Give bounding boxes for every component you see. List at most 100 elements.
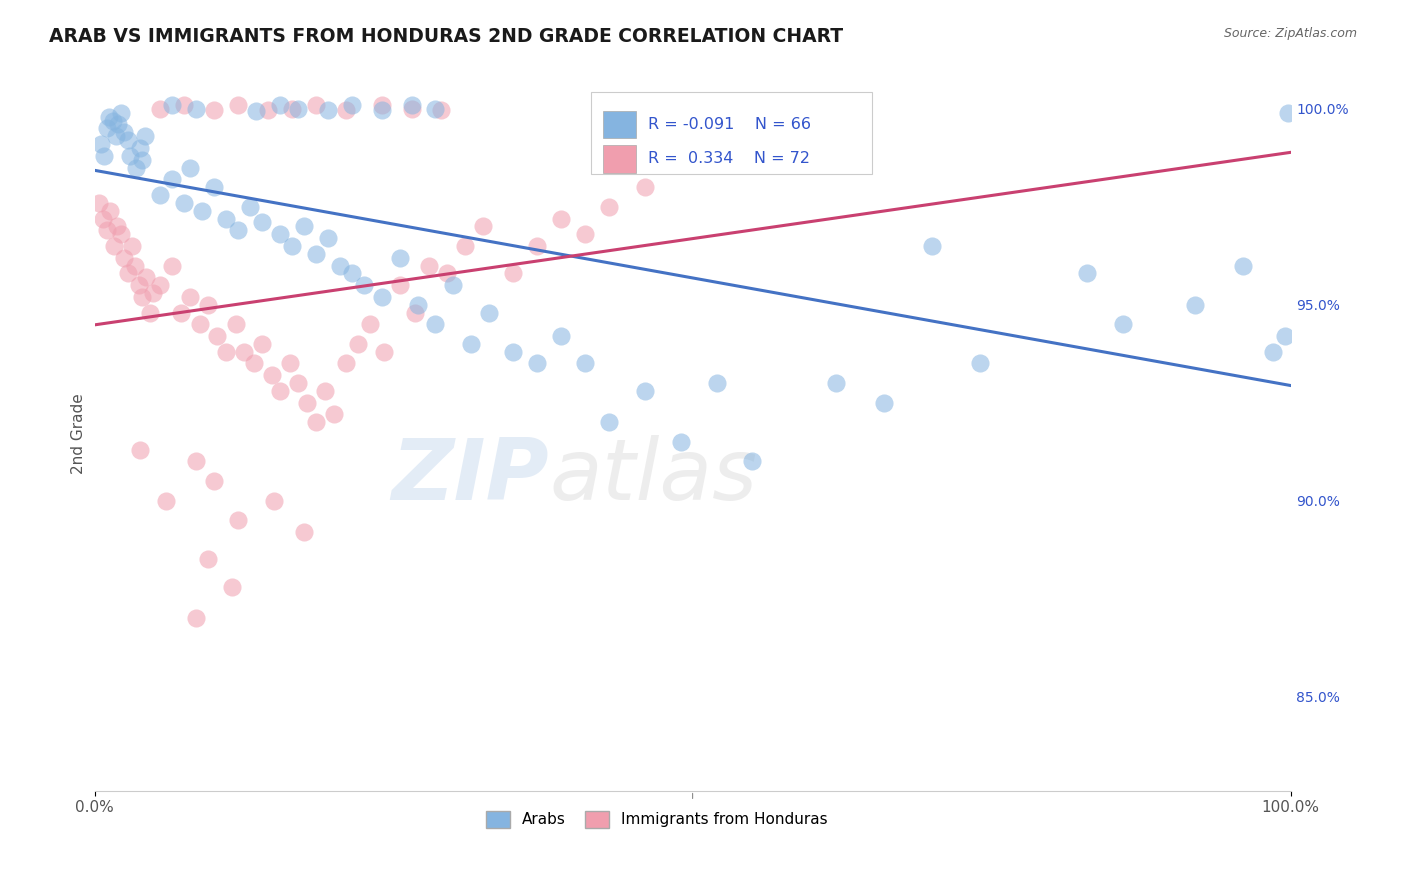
Point xyxy=(1232,259,1254,273)
Point xyxy=(170,305,193,319)
Point xyxy=(921,239,943,253)
Point xyxy=(128,278,150,293)
Point xyxy=(114,125,136,139)
Point xyxy=(1112,318,1135,332)
FancyBboxPatch shape xyxy=(603,145,637,172)
Point xyxy=(96,223,118,237)
Point xyxy=(1076,266,1098,280)
Point xyxy=(305,246,328,260)
Point xyxy=(669,434,692,449)
Point xyxy=(226,513,249,527)
Point xyxy=(1277,105,1299,120)
Point xyxy=(373,344,395,359)
Point xyxy=(281,239,304,253)
Point xyxy=(478,305,501,319)
Point xyxy=(188,318,211,332)
Point xyxy=(250,215,273,229)
Point xyxy=(179,161,201,175)
Text: ARAB VS IMMIGRANTS FROM HONDURAS 2ND GRADE CORRELATION CHART: ARAB VS IMMIGRANTS FROM HONDURAS 2ND GRA… xyxy=(49,27,844,45)
Point xyxy=(370,103,392,117)
Point xyxy=(179,290,201,304)
Point xyxy=(292,524,315,539)
Point xyxy=(329,259,352,273)
Point xyxy=(281,102,304,116)
Point xyxy=(825,376,848,390)
Point xyxy=(287,376,309,390)
Point xyxy=(202,103,225,117)
Point xyxy=(242,356,264,370)
Point xyxy=(97,110,120,124)
Point xyxy=(634,384,657,398)
Point xyxy=(125,161,148,175)
Point xyxy=(173,98,195,112)
Point xyxy=(149,188,172,202)
Point xyxy=(138,305,160,319)
Point xyxy=(93,149,115,163)
Point xyxy=(202,474,225,488)
Point xyxy=(117,266,139,280)
Point xyxy=(186,102,208,116)
Point xyxy=(226,223,249,237)
Text: R =  0.334    N = 72: R = 0.334 N = 72 xyxy=(648,152,810,167)
Point xyxy=(98,203,121,218)
Y-axis label: 2nd Grade: 2nd Grade xyxy=(72,393,86,475)
Point xyxy=(105,219,128,234)
Point xyxy=(340,266,363,280)
Point xyxy=(425,318,447,332)
Point xyxy=(436,266,458,280)
Point xyxy=(91,211,114,226)
Point xyxy=(215,211,238,226)
Point xyxy=(105,129,128,144)
Point xyxy=(472,219,495,234)
Point xyxy=(1274,329,1296,343)
Point xyxy=(297,395,319,409)
Point xyxy=(205,329,228,343)
Point xyxy=(425,102,447,116)
Point xyxy=(90,136,112,151)
Point xyxy=(117,133,139,147)
Point xyxy=(263,493,285,508)
Point xyxy=(598,200,620,214)
Point xyxy=(574,356,596,370)
Point xyxy=(269,98,291,112)
Point xyxy=(550,211,572,226)
Point xyxy=(124,259,146,273)
Point xyxy=(173,195,195,210)
Point xyxy=(388,251,411,265)
Text: Source: ZipAtlas.com: Source: ZipAtlas.com xyxy=(1223,27,1357,40)
Point xyxy=(287,102,309,116)
Point xyxy=(269,227,291,242)
Point xyxy=(314,384,336,398)
Point xyxy=(278,356,301,370)
Point xyxy=(441,278,464,293)
Legend: Arabs, Immigrants from Honduras: Arabs, Immigrants from Honduras xyxy=(479,805,834,834)
Point xyxy=(305,415,328,429)
Point xyxy=(131,290,153,304)
Point xyxy=(353,278,375,293)
Point xyxy=(89,195,111,210)
Point xyxy=(526,239,548,253)
Point xyxy=(101,113,124,128)
Point xyxy=(359,318,381,332)
Point xyxy=(162,98,184,112)
Point xyxy=(969,356,991,370)
Point xyxy=(129,442,152,457)
Point xyxy=(239,200,262,214)
Point xyxy=(346,337,368,351)
Point xyxy=(226,98,249,112)
Point xyxy=(574,227,596,242)
Point xyxy=(131,153,153,167)
Point xyxy=(526,356,548,370)
Point xyxy=(134,129,156,144)
Point xyxy=(502,344,524,359)
Point xyxy=(215,344,238,359)
Point xyxy=(221,580,243,594)
Point xyxy=(225,318,247,332)
Point xyxy=(96,121,118,136)
Point xyxy=(406,298,429,312)
Point xyxy=(550,329,572,343)
Point xyxy=(162,259,184,273)
Point xyxy=(1261,344,1284,359)
Point xyxy=(401,102,423,116)
Point xyxy=(186,611,208,625)
